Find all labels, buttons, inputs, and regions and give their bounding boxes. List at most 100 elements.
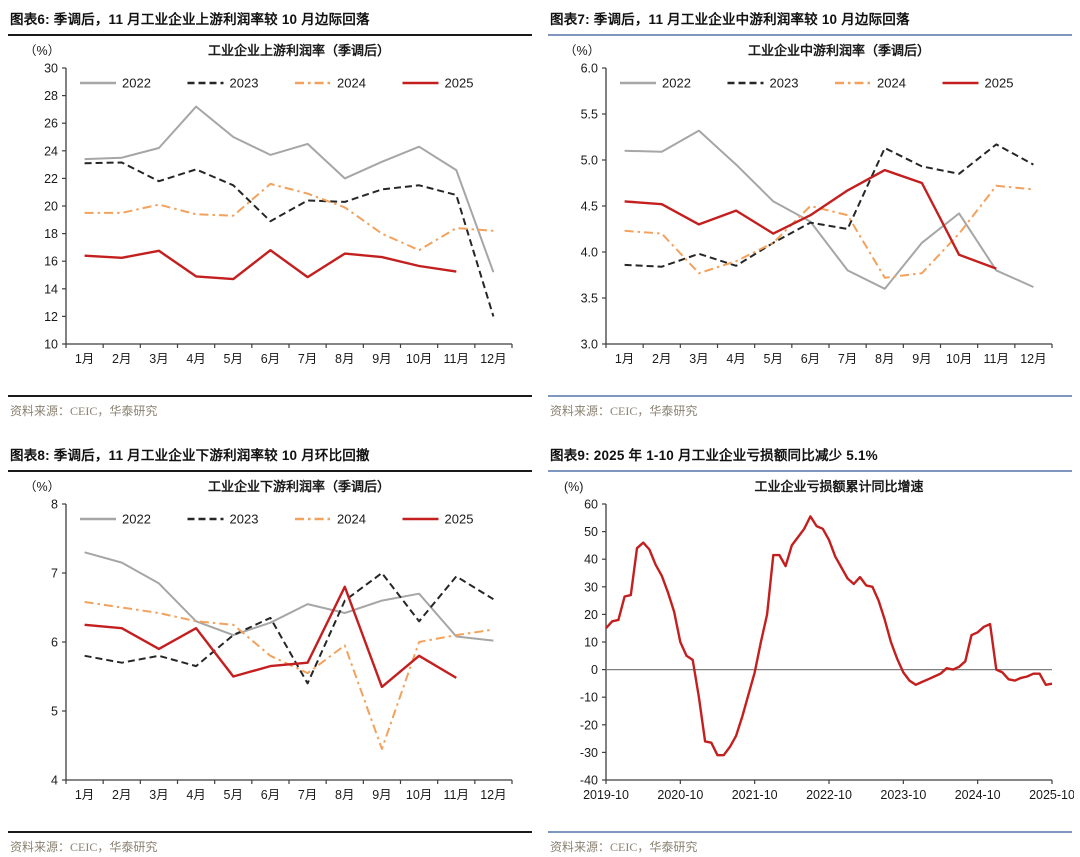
x-tick-label: 8月 [335, 788, 354, 802]
y-tick-label: 18 [44, 227, 58, 241]
figure-9-chart: (%) 工业企业亏损额累计同比增速 -40 -30 -20 -10 0 10 20 30 40 50 6… [546, 474, 1075, 831]
x-tick-label: 2月 [112, 352, 131, 366]
series-line-2024 [84, 182, 494, 252]
y-unit-label: （%） [564, 44, 600, 58]
legend-label-2024: 2024 [337, 76, 366, 91]
y-tick-label: 7 [51, 567, 58, 581]
figure-7-header: 图表7: 季调后，11 月工业企业中游利润率较 10 月边际回落 [548, 8, 1072, 36]
x-tick-label: 7月 [298, 788, 317, 802]
legend-label-2024: 2024 [337, 512, 366, 527]
x-tick-label: 12月 [480, 788, 506, 802]
figure-6-source: 资料来源：CEIC，华泰研究 [8, 395, 532, 419]
legend-label-2023: 2023 [770, 76, 799, 91]
legend-label-2025: 2025 [985, 76, 1014, 91]
chart-canvas: （%） 工业企业下游利润率（季调后） 4 5 6 7 8 1月 2月 3月 4月 5月 6月 7月 8月 9月… [24, 479, 513, 802]
series-line-2022 [84, 551, 494, 642]
x-tick-label: 10月 [946, 352, 972, 366]
x-tick-label: 3月 [149, 788, 168, 802]
y-tick-label: 10 [44, 338, 58, 352]
legend-label-2025: 2025 [445, 76, 474, 91]
figure-6-chart: （%） 工业企业上游利润率（季调后） 10 12 14 16 18 20 22 24 26 28 30 1… [6, 38, 534, 395]
series-line-2022 [624, 129, 1034, 290]
y-tick-label: -40 [580, 774, 598, 788]
y-tick-label: 24 [44, 144, 58, 158]
chart-title: 工业企业上游利润率（季调后） [208, 43, 390, 58]
y-tick-label: 28 [44, 89, 58, 103]
x-tick-label: 2021-10 [732, 788, 778, 802]
y-tick-label: 26 [44, 117, 58, 131]
legend-label-2022: 2022 [122, 76, 151, 91]
x-tick-label: 6月 [261, 352, 280, 366]
y-tick-label: 12 [44, 310, 58, 324]
x-tick-label: 2020-10 [657, 788, 703, 802]
y-tick-label: 5 [51, 705, 58, 719]
chart-canvas: （%） 工业企业上游利润率（季调后）10121416182022242628301… [24, 43, 513, 366]
x-tick-label: 10月 [406, 352, 432, 366]
x-tick-label: 7月 [298, 352, 317, 366]
x-tick-label: 2月 [652, 352, 671, 366]
y-tick-label: 4.0 [581, 246, 598, 260]
figure-8-header: 图表8: 季调后，11 月工业企业下游利润率较 10 月环比回撤 [8, 444, 532, 472]
y-tick-label: 3.5 [581, 292, 598, 306]
x-tick-label: 5月 [764, 352, 783, 366]
legend: 2022 2023 2024 2025 [620, 76, 1013, 91]
x-tick-label: 4月 [186, 352, 205, 366]
series-line-2025 [84, 248, 457, 281]
x-tick-label: 3月 [689, 352, 708, 366]
figure-8-chart: （%） 工业企业下游利润率（季调后） 4 5 6 7 8 1月 2月 3月 4月 5月 6月 7月 8月 9月… [6, 474, 534, 831]
y-tick-label: -20 [580, 718, 598, 732]
series-line-2024 [624, 184, 1034, 279]
series-line-2023 [624, 143, 1034, 268]
x-tick-label: 2024-10 [955, 788, 1001, 802]
x-tick-label: 2025-10 [1029, 788, 1074, 802]
x-tick-label: 1月 [75, 788, 94, 802]
x-tick-label: 5月 [224, 788, 243, 802]
figure-panel-7: 图表7: 季调后，11 月工业企业中游利润率较 10 月边际回落 （%） 工业企业… [540, 0, 1080, 436]
x-tick-label: 11月 [984, 352, 1009, 366]
legend-label-2022: 2022 [122, 512, 151, 527]
legend-label-2023: 2023 [230, 76, 259, 91]
series-line-2024 [84, 601, 494, 750]
y-tick-label: -10 [580, 691, 598, 705]
chart-title: 工业企业下游利润率（季调后） [208, 479, 390, 494]
y-tick-label: 4 [51, 774, 58, 788]
y-tick-label: 30 [584, 580, 598, 594]
x-tick-label: 10月 [406, 788, 432, 802]
figure-8-source: 资料来源：CEIC，华泰研究 [8, 831, 532, 855]
y-tick-label: 5.5 [581, 108, 598, 122]
x-tick-label: 8月 [335, 352, 354, 366]
y-tick-label: 10 [584, 636, 598, 650]
figure-panel-8: 图表8: 季调后，11 月工业企业下游利润率较 10 月环比回撤 （%） 工业企业… [0, 436, 540, 857]
figure-panel-9: 图表9: 2025 年 1-10 月工业企业亏损额同比减少 5.1% (%) 工业… [540, 436, 1080, 857]
series-line-2025 [84, 585, 457, 689]
y-tick-label: 22 [44, 172, 58, 186]
series-line-2022 [84, 105, 495, 273]
y-tick-label: 16 [44, 255, 58, 269]
x-tick-label: 9月 [372, 352, 391, 366]
y-tick-label: 30 [44, 62, 58, 76]
x-tick-label: 4月 [186, 788, 205, 802]
chart-canvas: （%） 工业企业中游利润率（季调后） 3.0 3.5 4.0 4.5 5.0 5.5 6.0 1月… [564, 43, 1053, 366]
series-line-2025 [624, 168, 997, 270]
x-tick-label: 8月 [875, 352, 894, 366]
x-tick-label: 11月 [444, 788, 469, 802]
y-unit-label: （%） [24, 480, 60, 494]
x-tick-label: 12月 [480, 352, 506, 366]
x-tick-label: 2019-10 [583, 788, 629, 802]
y-tick-label: 40 [584, 553, 598, 567]
y-tick-label: 0 [591, 663, 598, 677]
figure-9-source: 资料来源：CEIC，华泰研究 [548, 831, 1072, 855]
legend-label-2024: 2024 [877, 76, 906, 91]
y-tick-label: 60 [584, 498, 598, 512]
figure-7-source: 资料来源：CEIC，华泰研究 [548, 395, 1072, 419]
x-tick-label: 12月 [1020, 352, 1046, 366]
chart-title: 工业企业亏损额累计同比增速 [754, 479, 923, 494]
y-tick-label: 8 [51, 498, 58, 512]
legend-label-2025: 2025 [445, 512, 474, 527]
series-line-亏损额累计同比增速 [605, 515, 1053, 757]
x-tick-label: 6月 [801, 352, 820, 366]
x-tick-label: 6月 [261, 788, 280, 802]
x-tick-label: 9月 [912, 352, 931, 366]
x-tick-label: 3月 [149, 352, 168, 366]
